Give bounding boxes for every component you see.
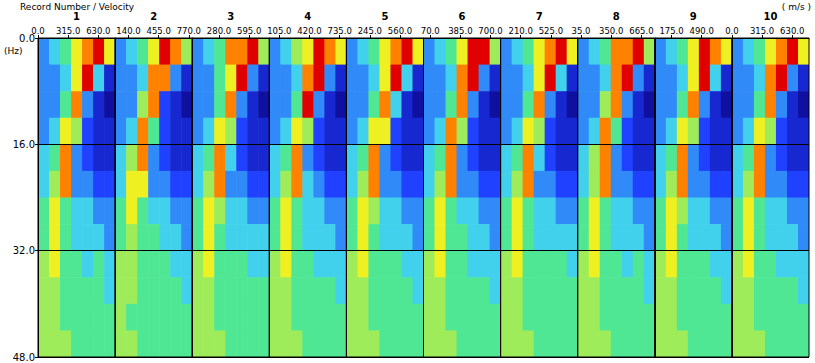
- svg-text:385.0: 385.0: [448, 26, 472, 36]
- svg-text:6: 6: [459, 11, 466, 22]
- svg-text:560.0: 560.0: [388, 26, 412, 36]
- svg-text:105.0: 105.0: [267, 26, 291, 36]
- svg-text:9: 9: [690, 11, 697, 22]
- svg-text:35.0: 35.0: [572, 26, 591, 36]
- svg-text:140.0: 140.0: [116, 26, 140, 36]
- svg-text:665.0: 665.0: [629, 26, 653, 36]
- svg-text:455.0: 455.0: [147, 26, 171, 36]
- svg-text:280.0: 280.0: [207, 26, 231, 36]
- svg-text:210.0: 210.0: [509, 26, 533, 36]
- svg-text:420.0: 420.0: [297, 26, 321, 36]
- svg-text:3: 3: [227, 11, 234, 22]
- svg-text:525.0: 525.0: [539, 26, 563, 36]
- svg-text:0.0: 0.0: [19, 32, 35, 44]
- svg-text:( m/s ): ( m/s ): [782, 2, 811, 12]
- svg-text:70.0: 70.0: [421, 26, 440, 36]
- svg-text:8: 8: [613, 11, 620, 22]
- svg-text:Record Number / Velocity: Record Number / Velocity: [20, 1, 135, 12]
- svg-text:10: 10: [763, 11, 777, 22]
- svg-text:315.0: 315.0: [750, 26, 774, 36]
- svg-text:350.0: 350.0: [599, 26, 623, 36]
- svg-text:2: 2: [150, 11, 157, 22]
- svg-text:315.0: 315.0: [56, 26, 80, 36]
- svg-text:1: 1: [73, 11, 80, 22]
- svg-text:595.0: 595.0: [237, 26, 261, 36]
- svg-text:245.0: 245.0: [358, 26, 382, 36]
- svg-text:4: 4: [304, 11, 311, 22]
- svg-text:700.0: 700.0: [478, 26, 502, 36]
- svg-text:175.0: 175.0: [659, 26, 683, 36]
- svg-text:0.0: 0.0: [725, 26, 739, 36]
- svg-text:0.0: 0.0: [31, 26, 45, 36]
- svg-text:7: 7: [536, 11, 543, 22]
- svg-text:630.0: 630.0: [86, 26, 110, 36]
- svg-text:48.0: 48.0: [13, 352, 35, 363]
- svg-text:770.0: 770.0: [177, 26, 201, 36]
- svg-text:(Hz): (Hz): [4, 46, 23, 56]
- svg-text:630.0: 630.0: [780, 26, 804, 36]
- svg-text:490.0: 490.0: [690, 26, 714, 36]
- svg-text:735.0: 735.0: [328, 26, 352, 36]
- svg-text:5: 5: [381, 11, 388, 22]
- svg-text:32.0: 32.0: [13, 245, 35, 256]
- svg-text:16.0: 16.0: [13, 139, 35, 150]
